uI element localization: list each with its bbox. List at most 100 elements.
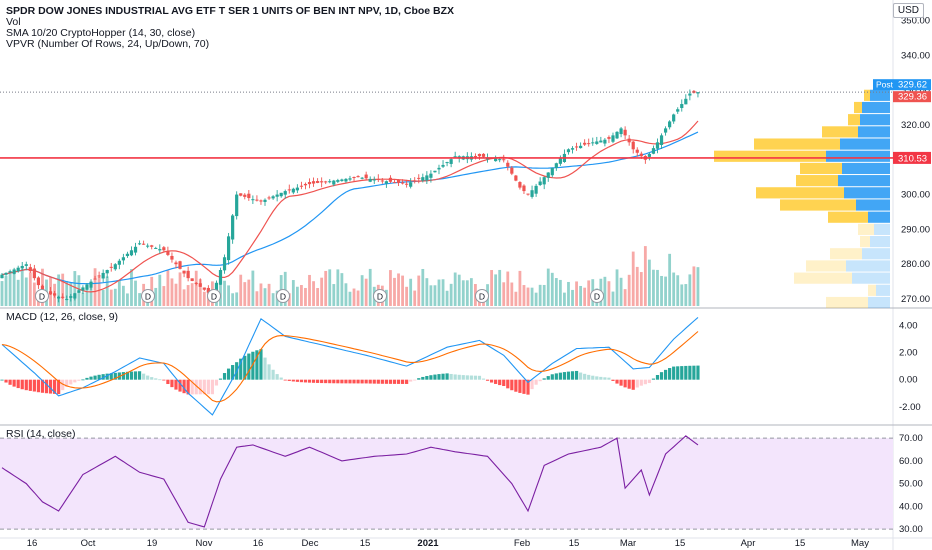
macd-histogram-bar <box>101 374 105 380</box>
macd-histogram-bar <box>133 371 138 380</box>
candle-body <box>20 265 24 269</box>
macd-histogram-bar <box>40 379 45 393</box>
candle-body <box>316 181 320 183</box>
macd-histogram-bar <box>218 378 223 380</box>
macd-histogram-bar <box>558 372 562 380</box>
macd-histogram-bar <box>182 379 186 394</box>
macd-histogram-bar <box>97 374 101 380</box>
candle-body <box>53 293 57 296</box>
candle-body <box>696 92 700 94</box>
macd-histogram-bar <box>247 353 251 380</box>
rsi-tick-label: 40.00 <box>899 501 923 512</box>
macd-histogram-bar <box>174 379 178 390</box>
volume-bar <box>247 279 251 306</box>
macd-histogram-bar <box>307 379 312 383</box>
candle-body <box>534 185 538 194</box>
macd-histogram-bar <box>489 379 494 383</box>
time-tick-label: 16 <box>253 538 264 549</box>
candle-body <box>287 189 291 191</box>
macd-histogram-bar <box>380 379 384 384</box>
candle-body <box>235 194 239 217</box>
candle-body <box>453 156 457 158</box>
macd-histogram-bar <box>477 375 482 380</box>
candle-body <box>150 245 154 247</box>
volume-bar <box>259 283 263 306</box>
volume-bar <box>267 283 271 306</box>
macd-histogram-bar <box>392 379 397 384</box>
candle-body <box>81 287 85 291</box>
macd-histogram-bar <box>356 379 360 384</box>
volume-bar <box>93 268 97 306</box>
candle-body <box>36 277 41 286</box>
volume-bar <box>506 271 510 306</box>
macd-histogram-bar <box>692 365 696 380</box>
price-tick-label: 290.00 <box>901 224 930 235</box>
macd-histogram-bar <box>413 379 417 381</box>
volume-bar <box>603 276 607 306</box>
volume-bar <box>563 292 566 306</box>
candle-body <box>89 281 93 288</box>
dividend-marker <box>475 289 489 303</box>
vpvr-down-bar <box>794 272 852 284</box>
currency-button[interactable]: USD <box>892 3 924 18</box>
volume-bar <box>583 287 587 306</box>
volume-bar <box>498 269 502 306</box>
candle-body <box>239 193 243 196</box>
volume-bar <box>336 269 340 306</box>
candle-body <box>405 183 409 185</box>
macd-histogram-bar <box>53 379 57 394</box>
candle-body <box>85 284 89 290</box>
macd-histogram-bar <box>93 375 97 380</box>
price-tick-label: 330.00 <box>901 85 930 96</box>
vpvr-up-bar <box>868 296 890 309</box>
volume-bar <box>538 284 542 306</box>
volume-bar <box>138 293 141 306</box>
macd-histogram-bar <box>526 379 530 395</box>
sma-fast-line <box>1 120 699 293</box>
candle-body <box>680 104 684 109</box>
volume-bar <box>639 272 643 306</box>
vpvr-up-bar <box>870 235 890 248</box>
time-tick-label: Feb <box>514 538 530 549</box>
macd-histogram-bar <box>672 366 676 380</box>
vpvr-up-bar <box>868 211 890 223</box>
post-price-tag <box>893 79 931 91</box>
volume-bar <box>619 277 623 306</box>
volume-bar <box>441 279 445 306</box>
volume-bar <box>194 270 198 306</box>
vpvr-down-bar <box>858 223 874 235</box>
candle-body <box>388 177 393 182</box>
volume-bar <box>465 280 469 306</box>
vpvr-up-bar <box>876 284 890 296</box>
candle-body <box>437 167 441 170</box>
candle-body <box>352 177 356 179</box>
candle-body <box>587 143 591 145</box>
volume-bar <box>109 289 113 306</box>
volume-bar <box>0 281 4 306</box>
volume-bar <box>126 293 129 306</box>
macd-histogram-bar <box>542 378 546 380</box>
candle-body <box>668 121 672 128</box>
vpvr-down-bar <box>860 235 870 248</box>
candle-body <box>24 264 28 266</box>
time-tick-label: Apr <box>741 538 756 549</box>
volume-bar <box>514 291 518 306</box>
volume-bar <box>522 285 526 306</box>
macd-histogram-bar <box>494 379 498 384</box>
vpvr-up-bar <box>858 126 890 138</box>
candle-body <box>12 269 16 274</box>
candle-body <box>522 185 526 192</box>
volume-bar <box>558 279 562 306</box>
macd-histogram-bar <box>647 379 651 384</box>
dividend-marker-label: D <box>280 292 286 302</box>
macd-histogram-bar <box>352 379 356 384</box>
candle-body <box>530 190 534 197</box>
macd-histogram-bar <box>599 376 603 380</box>
volume-bar <box>401 275 404 306</box>
macd-histogram-bar <box>324 379 328 384</box>
candle-body <box>77 290 81 293</box>
volume-bar <box>429 285 433 306</box>
candle-body <box>137 243 142 245</box>
macd-histogram-bar <box>591 375 595 380</box>
